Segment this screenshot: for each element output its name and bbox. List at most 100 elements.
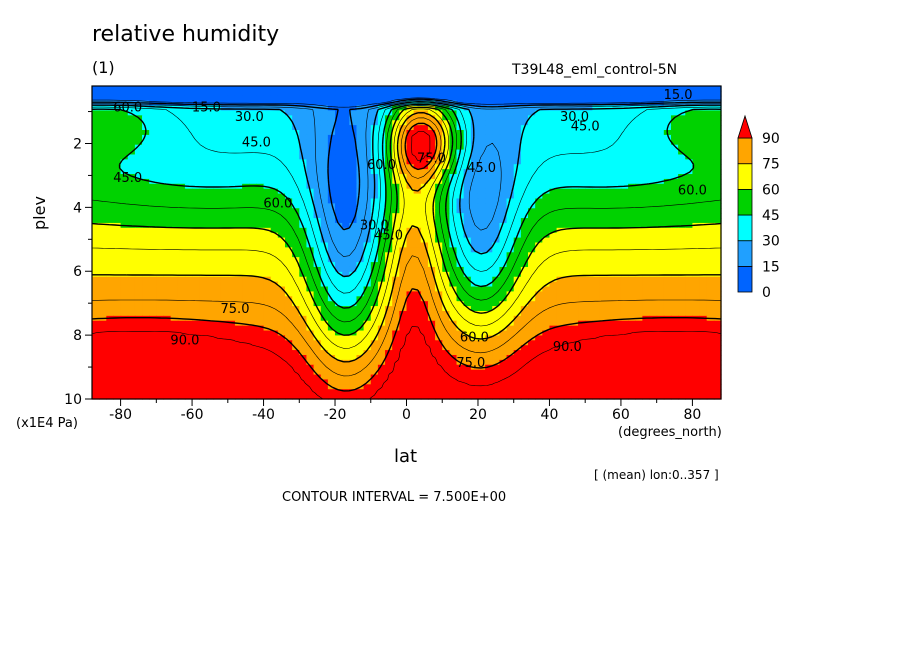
field-cell	[470, 237, 479, 244]
field-cell	[270, 315, 279, 322]
field-cell	[513, 291, 522, 297]
field-cell	[270, 183, 279, 190]
field-cell	[563, 330, 572, 337]
field-cell	[149, 159, 157, 165]
field-cell	[628, 232, 636, 239]
field-cell	[413, 105, 422, 112]
field-cell	[578, 320, 586, 327]
field-cell	[585, 100, 593, 107]
field-cell	[435, 315, 443, 322]
field-cell	[713, 286, 722, 293]
field-cell	[520, 110, 529, 116]
field-cell	[363, 306, 372, 312]
field-cell	[477, 110, 486, 116]
field-cell	[456, 291, 465, 297]
field-cell	[620, 335, 629, 341]
field-cell	[492, 330, 501, 337]
field-cell	[606, 276, 615, 283]
field-cell	[477, 95, 486, 102]
field-cell	[270, 130, 279, 136]
field-cell	[192, 291, 200, 297]
field-cell	[335, 169, 343, 175]
field-cell	[692, 188, 701, 195]
field-cell	[599, 310, 608, 317]
field-cell	[134, 232, 143, 239]
field-cell	[99, 276, 107, 283]
field-cell	[213, 174, 222, 180]
field-cell	[242, 164, 250, 170]
field-cell	[485, 218, 493, 224]
field-cell	[299, 188, 308, 195]
field-cell	[242, 252, 250, 258]
field-cell	[220, 281, 229, 288]
field-cell	[227, 340, 236, 346]
field-cell	[699, 306, 708, 312]
field-cell	[263, 252, 272, 258]
field-cell	[585, 144, 593, 151]
field-cell	[184, 125, 193, 131]
field-cell	[277, 247, 286, 253]
field-cell	[678, 286, 686, 293]
field-cell	[649, 144, 658, 151]
field-cell	[449, 208, 458, 214]
field-cell	[706, 193, 715, 200]
field-cell	[578, 296, 586, 302]
field-cell	[256, 271, 265, 278]
field-cell	[184, 354, 193, 361]
field-cell	[599, 120, 608, 126]
field-cell	[563, 286, 572, 293]
field-cell	[420, 354, 429, 361]
field-cell	[170, 203, 179, 209]
field-cell	[184, 208, 193, 214]
field-cell	[470, 359, 479, 366]
field-cell	[306, 110, 315, 116]
field-cell	[506, 335, 515, 341]
field-cell	[556, 159, 565, 165]
field-cell	[163, 320, 172, 327]
field-cell	[342, 198, 350, 204]
field-cell	[678, 310, 686, 317]
field-cell	[227, 95, 236, 102]
field-cell	[306, 100, 315, 107]
field-cell	[106, 330, 115, 337]
field-cell	[449, 130, 458, 136]
field-cell	[449, 203, 458, 209]
field-cell	[492, 110, 501, 116]
field-cell	[406, 350, 415, 356]
field-cell	[363, 291, 372, 297]
field-cell	[242, 359, 250, 366]
field-cell	[692, 276, 701, 283]
field-cell	[435, 134, 443, 141]
field-cell	[570, 266, 579, 273]
field-cell	[592, 306, 601, 312]
field-cell	[377, 169, 386, 175]
field-cell	[542, 306, 551, 312]
field-cell	[156, 306, 165, 312]
field-cell	[442, 227, 450, 234]
field-cell	[413, 130, 422, 136]
field-cell	[599, 159, 608, 165]
field-cell	[106, 90, 115, 97]
field-cell	[570, 345, 579, 351]
field-cell	[199, 296, 207, 302]
field-cell	[699, 139, 708, 146]
field-cell	[435, 271, 443, 278]
field-cell	[134, 257, 143, 263]
field-cell	[377, 188, 386, 195]
field-cell	[663, 266, 672, 273]
field-cell	[499, 154, 508, 160]
field-cell	[420, 286, 429, 293]
field-cell	[370, 130, 379, 136]
field-cell	[406, 315, 415, 322]
field-cell	[585, 301, 593, 307]
field-cell	[306, 257, 315, 263]
field-cell	[542, 198, 551, 204]
field-cell	[234, 359, 243, 366]
field-cell	[578, 105, 586, 112]
field-cell	[92, 359, 100, 366]
field-cell	[327, 174, 336, 180]
field-cell	[678, 100, 686, 107]
field-cell	[499, 134, 508, 141]
field-cell	[477, 218, 486, 224]
field-cell	[427, 335, 436, 341]
